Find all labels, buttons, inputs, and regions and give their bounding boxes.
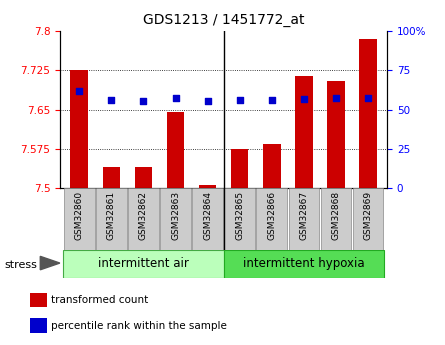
Bar xyxy=(167,112,184,188)
Point xyxy=(364,95,372,101)
Point xyxy=(108,97,115,103)
Bar xyxy=(64,188,94,250)
Bar xyxy=(96,188,127,250)
Bar xyxy=(70,70,88,188)
Text: percentile rank within the sample: percentile rank within the sample xyxy=(51,321,227,331)
Text: GSM32865: GSM32865 xyxy=(235,191,244,240)
Text: GSM32869: GSM32869 xyxy=(364,191,372,240)
Text: GSM32868: GSM32868 xyxy=(332,191,340,240)
Point xyxy=(300,96,307,102)
Bar xyxy=(263,144,280,188)
Point xyxy=(140,98,147,104)
Text: intermittent air: intermittent air xyxy=(98,257,189,270)
Text: GSM32866: GSM32866 xyxy=(267,191,276,240)
Point xyxy=(332,95,340,100)
Text: GSM32867: GSM32867 xyxy=(299,191,308,240)
Bar xyxy=(102,167,120,188)
Title: GDS1213 / 1451772_at: GDS1213 / 1451772_at xyxy=(143,13,304,27)
Bar xyxy=(135,167,152,188)
Bar xyxy=(30,318,47,333)
Bar xyxy=(295,76,312,188)
Text: stress: stress xyxy=(4,260,37,270)
Point xyxy=(236,97,243,103)
Bar xyxy=(353,188,383,250)
Bar xyxy=(231,149,248,188)
Text: GSM32863: GSM32863 xyxy=(171,191,180,240)
Text: GSM32861: GSM32861 xyxy=(107,191,116,240)
Point xyxy=(204,98,211,104)
Bar xyxy=(199,185,216,188)
Bar xyxy=(256,188,287,250)
Point xyxy=(268,97,275,103)
Text: GSM32862: GSM32862 xyxy=(139,191,148,240)
Bar xyxy=(320,188,351,250)
Bar xyxy=(160,188,191,250)
Polygon shape xyxy=(40,256,60,270)
Bar xyxy=(327,81,345,188)
Text: intermittent hypoxia: intermittent hypoxia xyxy=(243,257,364,270)
Bar xyxy=(128,188,159,250)
Bar xyxy=(63,250,224,278)
Bar xyxy=(224,188,255,250)
Point xyxy=(172,95,179,101)
Bar xyxy=(30,293,47,307)
Bar xyxy=(192,188,223,250)
Text: GSM32860: GSM32860 xyxy=(75,191,84,240)
Bar xyxy=(359,39,377,188)
Text: transformed count: transformed count xyxy=(51,295,148,305)
Point xyxy=(76,88,83,94)
Bar xyxy=(224,250,384,278)
Bar xyxy=(288,188,319,250)
Text: GSM32864: GSM32864 xyxy=(203,191,212,240)
